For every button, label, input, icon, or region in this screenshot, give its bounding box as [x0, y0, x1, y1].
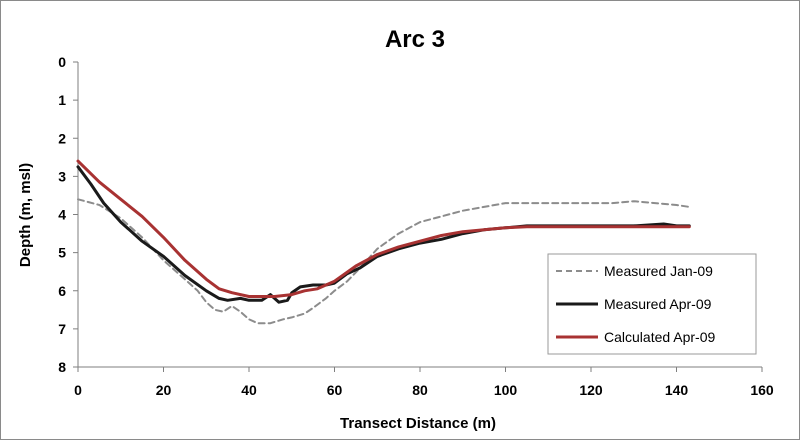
x-tick-label: 80	[412, 382, 428, 398]
x-tick-label: 0	[74, 382, 82, 398]
series-line-measured-jan-09	[77, 198, 691, 325]
y-tick-label: 4	[58, 207, 66, 223]
y-tick-label: 3	[58, 168, 66, 184]
legend-label: Measured Jan-09	[604, 263, 713, 279]
x-axis-title: Transect Distance (m)	[340, 415, 496, 432]
x-tick-label: 160	[750, 382, 774, 398]
chart-title: Arc 3	[385, 26, 445, 53]
y-tick-label: 8	[58, 359, 66, 375]
y-tick-label: 1	[58, 92, 66, 108]
legend-label: Measured Apr-09	[604, 296, 712, 312]
series-line-calculated-apr-09	[76, 159, 691, 298]
legend-label: Calculated Apr-09	[604, 329, 716, 345]
y-tick-label: 5	[58, 245, 66, 261]
y-tick-label: 7	[58, 321, 66, 337]
x-tick-label: 140	[665, 382, 689, 398]
x-tick-label: 120	[579, 382, 603, 398]
y-tick-label: 0	[58, 54, 66, 70]
x-tick-label: 20	[156, 382, 172, 398]
y-axis-title: Depth (m, msl)	[17, 163, 34, 267]
y-tick-label: 2	[58, 130, 66, 146]
x-tick-label: 40	[241, 382, 257, 398]
x-tick-label: 60	[327, 382, 343, 398]
x-tick-label: 100	[494, 382, 518, 398]
y-tick-label: 6	[58, 283, 66, 299]
